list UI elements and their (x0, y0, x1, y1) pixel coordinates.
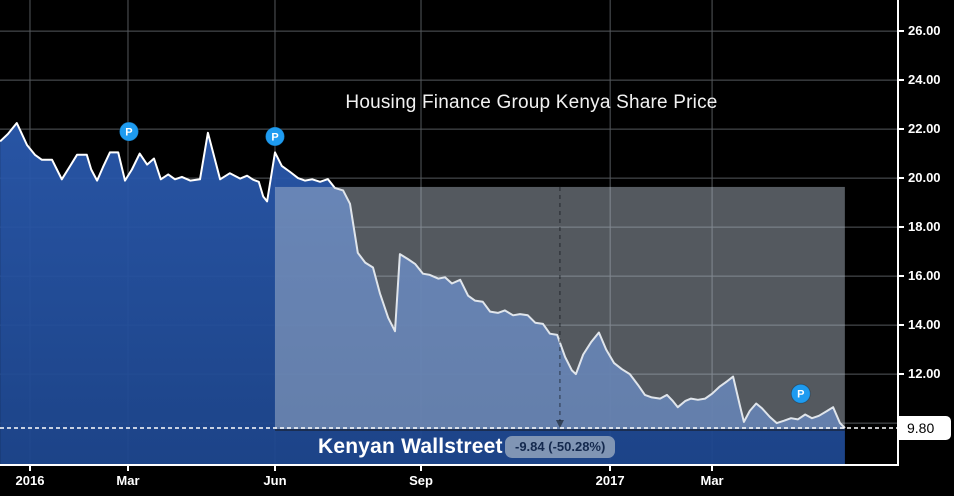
measure-arrow-down-icon (555, 420, 564, 429)
price-axis-label: 16.00 (908, 268, 941, 284)
marker-letter: P (797, 389, 804, 401)
price-line (0, 122, 846, 429)
marker-letter: P (125, 127, 132, 139)
price-axis-tick (899, 30, 904, 33)
time-axis-tick (711, 466, 714, 471)
time-axis-label: Mar (700, 473, 724, 488)
time-axis-tick (420, 466, 422, 471)
price-axis-label: 18.00 (908, 219, 941, 235)
price-chart[interactable]: P P P (0, 0, 897, 466)
marker-circle-icon[interactable] (264, 126, 285, 147)
marker-circle-icon[interactable] (790, 383, 811, 404)
dividend-marker[interactable]: P (790, 383, 811, 404)
price-axis-tick (899, 128, 904, 131)
time-axis-label: 2017 (595, 473, 625, 488)
price-axis-label: 14.00 (908, 317, 941, 333)
price-axis-tick (899, 275, 904, 278)
dividend-marker[interactable]: P (264, 126, 285, 147)
marker-letter: P (271, 131, 278, 143)
price-axis-label: 12.00 (908, 366, 941, 382)
measure-change-label[interactable]: -9.84 (-50.28%) (505, 436, 616, 458)
price-axis-label: 24.00 (908, 72, 941, 88)
price-axis-tick (899, 226, 904, 229)
price-axis-tick (899, 324, 904, 327)
price-axis-tick (899, 422, 904, 425)
price-axis-label: 22.00 (908, 121, 941, 137)
time-axis-tick (273, 466, 276, 471)
dividend-marker[interactable]: P (118, 121, 139, 142)
time-axis-tick (609, 466, 612, 471)
time-axis-label: Sep (409, 473, 433, 488)
marker-circle-icon[interactable] (118, 121, 139, 142)
time-axis-label: 2016 (15, 473, 45, 488)
price-axis-label: 26.00 (908, 23, 941, 39)
time-axis[interactable]: 2016 Mar Jun Sep 2017 Mar (0, 466, 954, 496)
time-axis-label: Jun (263, 473, 287, 488)
time-axis-tick (28, 466, 31, 471)
price-axis-tick (899, 177, 904, 180)
last-price-label: 9.80 (899, 416, 951, 441)
time-axis-line (0, 464, 899, 466)
price-axis-tick (899, 373, 904, 376)
time-axis-label: Mar (116, 473, 140, 488)
price-axis-label: 20.00 (908, 170, 941, 186)
price-axis-tick (899, 79, 904, 82)
price-axis[interactable]: 9.80 26.00 24.00 22.00 20.00 18.00 16.00 14.00… (897, 0, 954, 468)
time-axis-tick (126, 466, 129, 471)
